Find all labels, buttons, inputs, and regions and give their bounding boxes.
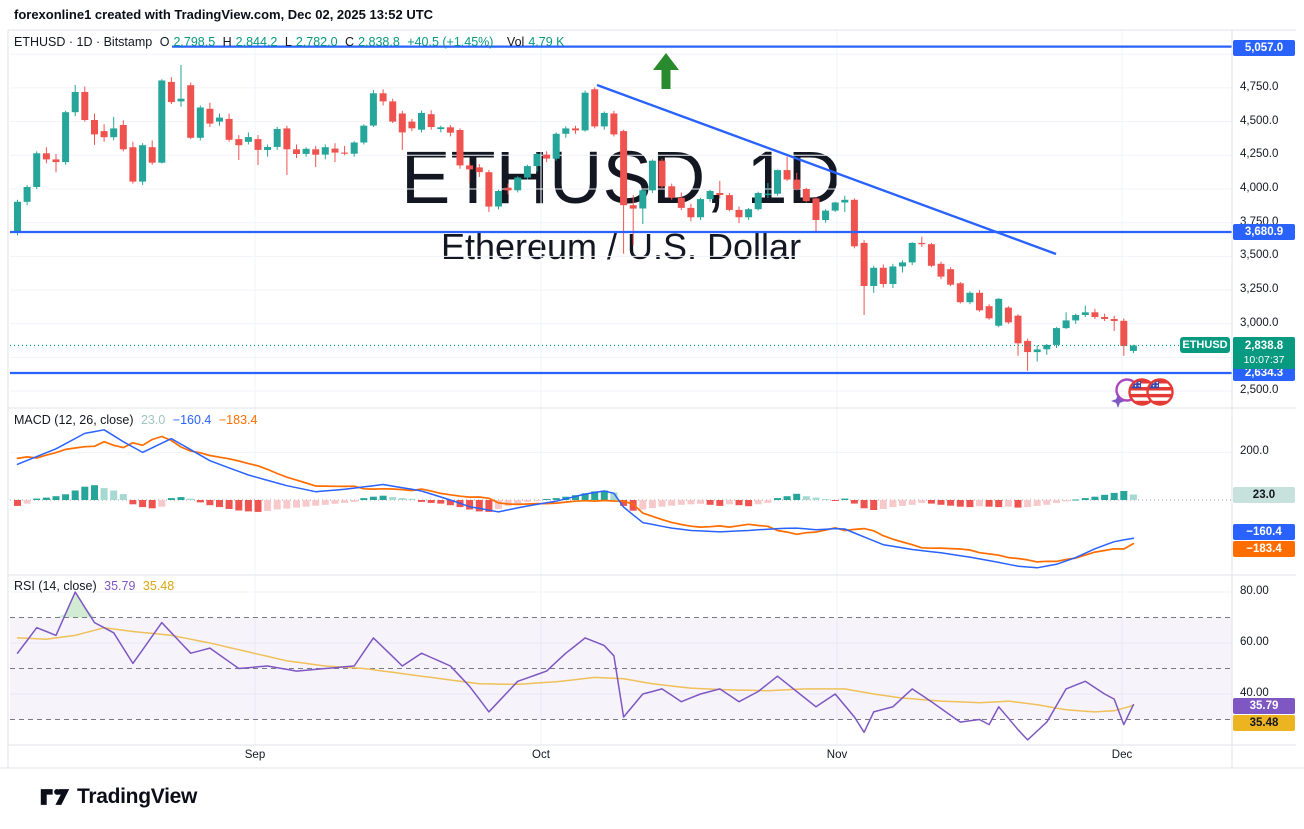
last-price-badge: 2,838.8 10:07:37	[1233, 337, 1295, 369]
high-label: H	[222, 35, 232, 49]
rsi-ma-badge: 35.48	[1233, 715, 1295, 731]
macd-title[interactable]: MACD (12, 26, close)	[14, 413, 134, 427]
rsi-legend[interactable]: RSI (14, close) 35.79 35.48	[14, 579, 178, 593]
low-label: L	[284, 35, 292, 49]
price-axis-label: 3,250.0	[1240, 283, 1279, 296]
change-value: +40.5 (+1.45%)	[407, 35, 494, 49]
macd-signal-badge: −183.4	[1233, 541, 1295, 557]
rsi-axis-label: 40.00	[1240, 687, 1269, 699]
open-value: 2,798.5	[173, 35, 216, 49]
sticker-us-flag-icon[interactable]	[1146, 378, 1174, 406]
level-badge-5057: 5,057.0	[1233, 40, 1295, 56]
price-line-symbol-tag: ETHUSD	[1180, 337, 1230, 353]
volume-value: 4.79 K	[528, 35, 565, 49]
close-value: 2,838.8	[358, 35, 400, 49]
tradingview-logo-icon	[40, 789, 70, 805]
tradingview-logo-text: TradingView	[77, 785, 198, 808]
last-price-value: 2,838.8	[1244, 340, 1284, 352]
macd-hist-value: 23.0	[140, 413, 166, 427]
macd-histogram	[14, 485, 1137, 512]
price-axis-label: 3,500.0	[1240, 249, 1279, 262]
macd-legend[interactable]: MACD (12, 26, close) 23.0 −160.4 −183.4	[14, 413, 261, 427]
up-arrow[interactable]	[653, 53, 679, 89]
price-axis-label: 3,000.0	[1240, 316, 1279, 329]
trendline[interactable]	[596, 83, 1057, 256]
tradingview-logo[interactable]: TradingView	[40, 783, 197, 811]
rsi-overbought-fill	[17, 592, 1134, 618]
time-axis-label: Dec	[1111, 749, 1133, 761]
low-value: 2,782.0	[295, 35, 338, 49]
macd-signal-value: −183.4	[218, 413, 258, 427]
rsi-title[interactable]: RSI (14, close)	[14, 579, 97, 593]
high-value: 2,844.2	[235, 35, 278, 49]
rsi-value: 35.79	[104, 579, 136, 593]
symbol-title[interactable]: ETHUSD · 1D · Bitstamp	[14, 35, 153, 49]
level-badge-2634: 2,634.3	[1233, 365, 1295, 381]
bar-countdown: 10:07:37	[1243, 354, 1285, 366]
time-axis-label: Oct	[532, 749, 550, 761]
price-axis-label: 4,750.0	[1240, 80, 1279, 93]
candlestick-series	[14, 65, 1137, 371]
price-axis-label: 4,000.0	[1240, 182, 1279, 194]
rsi-axis-label: 80.00	[1240, 585, 1269, 597]
symbol-legend[interactable]: ETHUSD · 1D · Bitstamp O 2,798.5 H 2,844.2…	[14, 35, 568, 49]
rsi-ma-value: 35.48	[142, 579, 175, 593]
rsi-badge: 35.79	[1233, 698, 1295, 714]
close-label: C	[345, 35, 355, 49]
volume-label: Vol	[506, 35, 525, 49]
macd-hist-badge: 23.0	[1233, 487, 1295, 503]
price-axis-label: 4,250.0	[1240, 148, 1279, 161]
time-axis-label: Sep	[244, 749, 266, 761]
price-axis-label: 2,500.0	[1240, 384, 1279, 397]
macd-line-value: −160.4	[172, 413, 212, 427]
level-badge-3680: 3,680.9	[1233, 224, 1295, 240]
price-axis-label: 4,500.0	[1240, 114, 1279, 127]
rsi-axis-label: 60.00	[1240, 636, 1269, 648]
time-axis-label: Nov	[826, 749, 848, 761]
header-credit: forexonline1 created with TradingView.co…	[14, 7, 434, 22]
macd-line-badge: −160.4	[1233, 524, 1295, 540]
macd-axis-label: 200.0	[1240, 445, 1269, 458]
open-label: O	[159, 35, 170, 49]
